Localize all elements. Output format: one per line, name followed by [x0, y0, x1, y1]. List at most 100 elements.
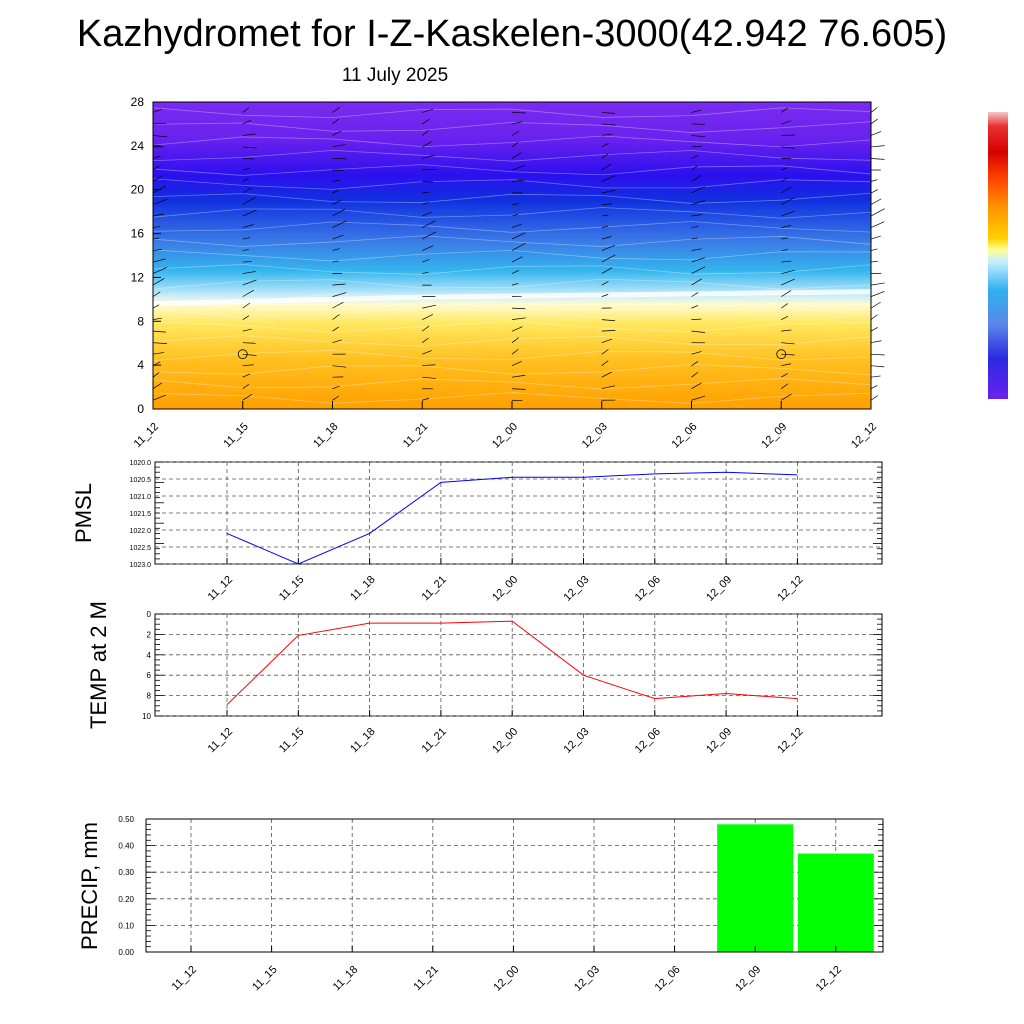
wind-barb: [601, 236, 612, 240]
wind-barb: [691, 382, 702, 390]
wind-barb: [511, 152, 522, 159]
wind-barb: [511, 337, 519, 343]
wind-barb: [242, 167, 251, 171]
wind-barb: [422, 245, 434, 251]
wind-barb: [601, 214, 609, 217]
wind-barb: [152, 394, 166, 401]
wind-barb: [781, 329, 792, 332]
wind-barb: [332, 208, 346, 217]
wind-barb: [511, 317, 526, 320]
cross-section-panel: 0 4 8 12 16 20 24 28 11_12 11_15 11_18 11_21 12_00 1…: [131, 95, 885, 451]
wind-barb: [332, 179, 340, 182]
wind-barb: [781, 316, 789, 320]
x-tick-label: 11_15: [277, 574, 307, 604]
precip-frame: [145, 818, 884, 953]
wind-barb: [242, 119, 252, 125]
wind-barb: [691, 361, 699, 366]
wind-barb: [511, 203, 519, 205]
wind-barb: [870, 301, 881, 309]
wind-barb: [332, 339, 342, 344]
wind-barb: [422, 337, 429, 343]
temp-grid: [155, 613, 882, 717]
wind-barb: [152, 304, 160, 309]
precip-bar: [717, 824, 794, 952]
wind-barb: [870, 107, 878, 113]
wind-barb: [691, 135, 706, 138]
wind-barb: [781, 269, 795, 274]
wind-barb: [601, 225, 609, 228]
y-tick-label: 1021.0: [130, 494, 152, 501]
wind-barb: [601, 319, 616, 322]
wind-barb: [781, 225, 792, 228]
wind-barb: [422, 231, 437, 240]
wind-barb: [422, 154, 436, 159]
time-tick-label: 11_21: [401, 421, 431, 451]
wind-barb: [332, 395, 339, 401]
wind-barb: [511, 121, 523, 125]
wind-barb: [242, 279, 257, 286]
wind-barb: [242, 302, 251, 309]
wind-barb: [332, 130, 342, 136]
wind-barb: [511, 282, 519, 286]
precip-panel: 0.00 0.10 0.20 0.30 0.40 0.50 11_12 11_15 11_18 1…: [77, 815, 884, 994]
wind-barb: [332, 292, 347, 297]
y-tick-label: 0.50: [118, 815, 134, 824]
time-tick-label: 11_18: [311, 421, 341, 451]
wind-barb: [422, 259, 430, 263]
time-tick-label: 12_06: [670, 421, 700, 451]
height-tick-label: 4: [137, 358, 144, 372]
wind-barb: [242, 342, 256, 344]
isotherm-line: [152, 335, 872, 347]
wind-barb: [152, 382, 163, 390]
wind-barb: [332, 301, 344, 309]
time-tick-label: 12_03: [580, 421, 610, 451]
precip-bar: [797, 853, 874, 952]
wind-barb: [601, 143, 609, 148]
wind-barb: [332, 385, 340, 390]
wind-barb: [781, 120, 792, 125]
height-tick-label: 28: [131, 95, 145, 109]
x-tick-label: 11_15: [250, 964, 280, 994]
wind-barb: [152, 135, 167, 138]
x-tick-label: 11_21: [411, 964, 441, 994]
chart-date: 11 July 2025: [341, 65, 449, 86]
wind-barb: [152, 352, 165, 355]
wind-barb: [691, 165, 699, 171]
wind-barb: [601, 123, 616, 126]
wind-barb: [691, 371, 699, 378]
wind-barb: [152, 122, 166, 125]
x-tick-label: 12_06: [653, 964, 683, 994]
x-tick-label: 12_12: [775, 574, 805, 604]
pmsl-grid: [155, 461, 882, 565]
wind-barb: [601, 133, 613, 136]
wind-barb: [332, 144, 346, 148]
wind-barb: [422, 325, 430, 332]
wind-barb: [422, 201, 429, 205]
wind-barb: [422, 191, 430, 194]
wind-barb: [422, 376, 436, 379]
isotherm-line: [152, 164, 872, 176]
wind-barb: [152, 199, 168, 205]
wind-barb: [242, 393, 253, 401]
x-tick-label: 12_03: [572, 964, 602, 994]
wind-barb: [332, 107, 340, 113]
wind-barb: [781, 237, 788, 240]
y-tick-label: 1022.5: [130, 545, 152, 552]
wind-barb: [511, 374, 526, 378]
wind-barb: [242, 249, 249, 251]
y-tick-label: 6: [147, 671, 152, 680]
isotherm-line: [152, 178, 872, 190]
temp-panel: 0 2 4 6 8 10 11_12 11_15 11_18 11_21 12_00 12_03 12_…: [86, 601, 883, 756]
x-tick-label: 12_12: [775, 726, 805, 756]
wind-barb: [242, 146, 257, 149]
isotherm-line: [152, 221, 872, 233]
wind-barb: [870, 260, 878, 263]
isotherm-line: [152, 349, 872, 362]
wind-barb: [422, 169, 437, 171]
time-tick-label: 12_12: [849, 421, 879, 451]
temp-frame: [154, 613, 883, 717]
height-tick-label: 0: [137, 402, 144, 416]
isotherm-line: [152, 264, 872, 275]
wind-barb: [242, 187, 252, 194]
